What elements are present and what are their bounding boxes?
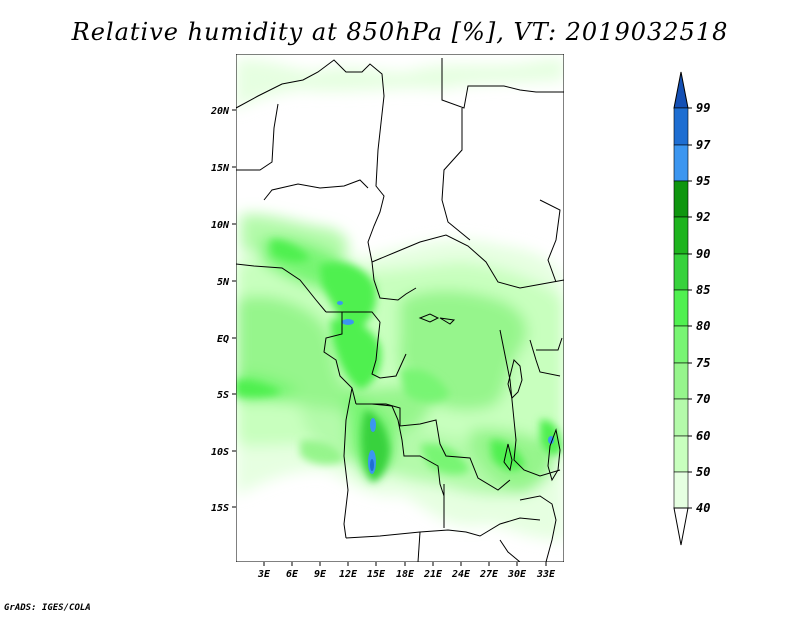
colorbar-segment: [673, 289, 689, 327]
lat-label: 10N: [211, 220, 230, 231]
lon-label: 12E: [339, 569, 358, 580]
colorbar-label: 90: [696, 247, 710, 261]
lon-label: 33E: [536, 569, 556, 580]
colorbar-segment: [673, 107, 689, 146]
lat-label: 20N: [210, 106, 230, 117]
colorbar-label: 60: [696, 429, 710, 443]
lon-label: 15E: [367, 569, 386, 580]
colorbar-top-arrow: [673, 71, 689, 109]
lat-label: 5N: [217, 277, 230, 288]
lon-label: 21E: [423, 569, 443, 580]
longitude-axis: 3E 6E 9E 12E 15E 18E 21E 24E 27E 30E 33E: [257, 562, 556, 580]
lat-label: 15S: [211, 503, 229, 514]
colorbar: 99 97 95 92 90 85 80 75 70 60 50 40: [673, 71, 711, 546]
colorbar-label: 50: [696, 465, 710, 479]
colorbar-segment: [673, 144, 689, 182]
lat-label: 5S: [217, 390, 229, 401]
colorbar-label: 97: [696, 138, 711, 152]
chart-title: Relative humidity at 850hPa [%], VT: 201…: [71, 18, 729, 46]
colorbar-segment: [673, 471, 689, 509]
lon-label: 30E: [507, 569, 527, 580]
colorbar-segment: [673, 253, 689, 291]
lon-label: 9E: [314, 569, 327, 580]
colorbar-segment: [673, 180, 689, 218]
lat-label: 10S: [211, 447, 229, 458]
lon-label: 3E: [257, 569, 271, 580]
colorbar-segment: [673, 216, 689, 255]
colorbar-label: 75: [696, 356, 710, 370]
colorbar-segment: [673, 435, 689, 473]
colorbar-label: 40: [696, 501, 710, 515]
colorbar-label: 85: [696, 283, 710, 297]
colorbar-label: 70: [696, 392, 710, 406]
lon-label: 24E: [451, 569, 471, 580]
colorbar-label: 80: [696, 319, 710, 333]
lakes: [418, 313, 561, 482]
saturated-patches: [337, 301, 554, 474]
lon-label: 27E: [479, 569, 499, 580]
lat-label: EQ: [217, 334, 229, 345]
lat-label: 15N: [211, 163, 230, 174]
colorbar-segment: [673, 398, 689, 437]
humidity-shading: [236, 58, 564, 541]
grads-credit: GrADS: IGES/COLA: [4, 603, 91, 613]
colorbar-label: 92: [696, 210, 710, 224]
lon-label: 18E: [396, 569, 415, 580]
colorbar-segment: [673, 325, 689, 364]
colorbar-segment: [673, 362, 689, 400]
lon-label: 6E: [286, 569, 299, 580]
humidity-field: [236, 54, 564, 562]
country-borders: [236, 58, 564, 562]
latitude-axis: 20N 15N 10N 5N EQ 5S 10S 15S: [210, 106, 236, 514]
colorbar-label: 99: [696, 101, 710, 115]
colorbar-label: 95: [696, 174, 710, 188]
colorbar-bottom-arrow: [673, 507, 689, 546]
